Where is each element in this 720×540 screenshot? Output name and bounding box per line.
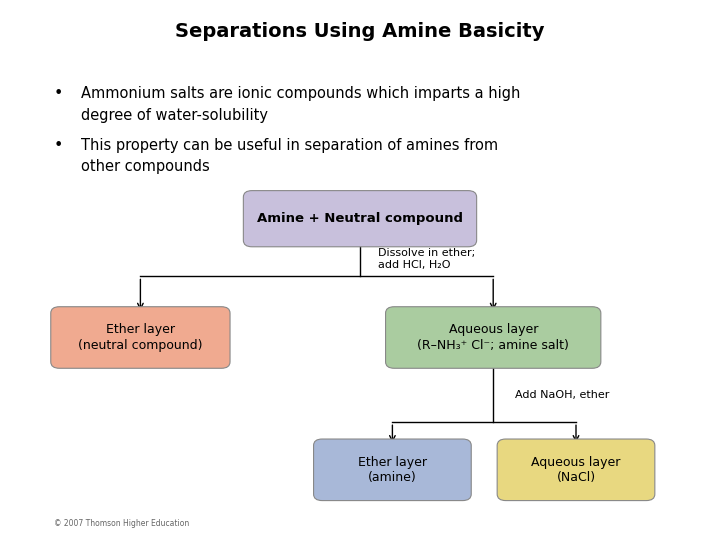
- Text: Aqueous layer
(NaCl): Aqueous layer (NaCl): [531, 456, 621, 484]
- FancyBboxPatch shape: [386, 307, 601, 368]
- Text: degree of water-solubility: degree of water-solubility: [81, 108, 269, 123]
- Text: Amine + Neutral compound: Amine + Neutral compound: [257, 212, 463, 225]
- Text: This property can be useful in separation of amines from: This property can be useful in separatio…: [81, 138, 498, 153]
- Text: other compounds: other compounds: [81, 159, 210, 174]
- FancyBboxPatch shape: [243, 191, 477, 247]
- Text: •: •: [54, 138, 63, 153]
- Text: Dissolve in ether;
add HCl, H₂O: Dissolve in ether; add HCl, H₂O: [378, 248, 475, 270]
- Text: Ether layer
(neutral compound): Ether layer (neutral compound): [78, 323, 202, 352]
- FancyBboxPatch shape: [498, 439, 655, 501]
- Text: Ether layer
(amine): Ether layer (amine): [358, 456, 427, 484]
- Text: Add NaOH, ether: Add NaOH, ether: [515, 390, 609, 400]
- Text: Separations Using Amine Basicity: Separations Using Amine Basicity: [175, 22, 545, 40]
- Text: •: •: [54, 86, 63, 102]
- Text: © 2007 Thomson Higher Education: © 2007 Thomson Higher Education: [54, 519, 189, 528]
- FancyBboxPatch shape: [50, 307, 230, 368]
- Text: Ammonium salts are ionic compounds which imparts a high: Ammonium salts are ionic compounds which…: [81, 86, 521, 102]
- FancyBboxPatch shape: [314, 439, 471, 501]
- Text: Aqueous layer
(R–NH₃⁺ Cl⁻; amine salt): Aqueous layer (R–NH₃⁺ Cl⁻; amine salt): [418, 323, 569, 352]
